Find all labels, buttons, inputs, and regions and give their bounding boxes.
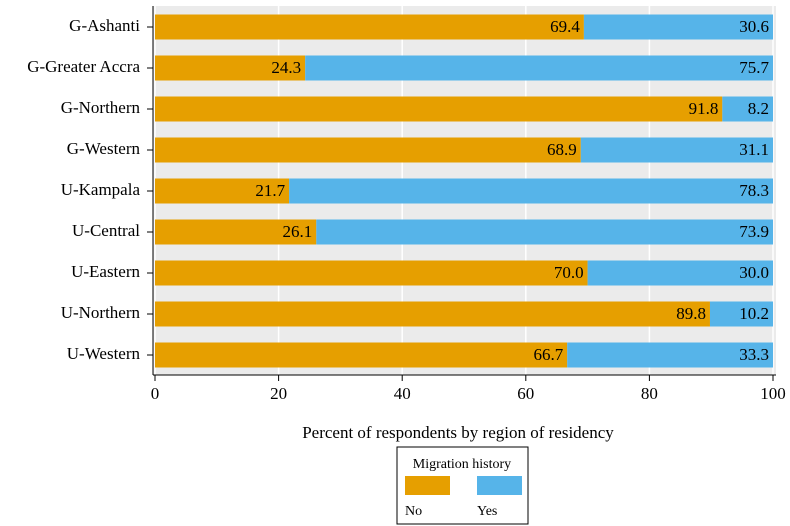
y-tick-label: G-Ashanti (69, 16, 140, 35)
x-tick-label: 0 (151, 384, 160, 403)
x-axis-title: Percent of respondents by region of resi… (302, 423, 614, 442)
value-label: 78.3 (739, 181, 769, 200)
y-tick-label: U-Central (72, 221, 140, 240)
y-tick-label: U-Kampala (61, 180, 141, 199)
value-label: 30.6 (739, 17, 769, 36)
bar-segment (155, 14, 584, 40)
y-tick-label: U-Eastern (71, 262, 140, 281)
y-tick-label: G-Greater Accra (27, 57, 140, 76)
value-label: 91.8 (689, 99, 719, 118)
bar-segment (583, 14, 773, 40)
value-label: 30.0 (739, 263, 769, 282)
legend-swatch (477, 476, 522, 495)
value-label: 68.9 (547, 140, 577, 159)
bar-segment (587, 260, 773, 286)
value-label: 89.8 (676, 304, 706, 323)
bar-segment (305, 55, 773, 81)
bar-segment (155, 342, 568, 368)
bar-segment (722, 96, 773, 122)
x-tick-label: 80 (641, 384, 658, 403)
value-label: 70.0 (554, 263, 584, 282)
bar-segment (316, 219, 773, 245)
bar-segment (155, 55, 306, 81)
bar-segment (580, 137, 773, 163)
bar-segment (289, 178, 773, 204)
value-label: 31.1 (739, 140, 769, 159)
x-tick-label: 100 (760, 384, 786, 403)
y-tick-label: G-Northern (61, 98, 141, 117)
bar-segment (155, 301, 710, 327)
y-tick-label: G-Western (67, 139, 141, 158)
value-label: 10.2 (739, 304, 769, 323)
value-label: 24.3 (271, 58, 301, 77)
value-label: 26.1 (283, 222, 313, 241)
value-label: 66.7 (533, 345, 563, 364)
value-label: 75.7 (739, 58, 769, 77)
value-label: 8.2 (748, 99, 769, 118)
legend-swatch (405, 476, 450, 495)
x-tick-label: 20 (270, 384, 287, 403)
bar-segment (155, 219, 317, 245)
x-tick-label: 60 (517, 384, 534, 403)
bar-segment (155, 137, 581, 163)
bar-segment (709, 301, 773, 327)
value-label: 21.7 (255, 181, 285, 200)
y-tick-label: U-Western (67, 344, 141, 363)
bar-segment (155, 260, 588, 286)
y-tick-label: U-Northern (61, 303, 141, 322)
bar-segment (155, 178, 290, 204)
legend-label: No (405, 504, 422, 519)
value-label: 33.3 (739, 345, 769, 364)
value-label: 73.9 (739, 222, 769, 241)
bar-segment (567, 342, 773, 368)
legend-label: Yes (477, 504, 497, 519)
x-tick-label: 40 (394, 384, 411, 403)
bar-segment (155, 96, 723, 122)
value-label: 69.4 (550, 17, 580, 36)
legend-title: Migration history (413, 457, 511, 472)
